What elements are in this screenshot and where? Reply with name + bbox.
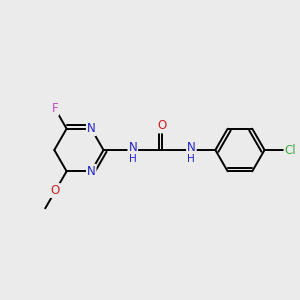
Text: H: H — [188, 154, 195, 164]
Text: N: N — [187, 141, 196, 154]
Text: O: O — [158, 119, 167, 133]
Text: Cl: Cl — [284, 143, 296, 157]
Text: N: N — [128, 141, 137, 154]
Text: N: N — [87, 165, 96, 178]
Text: O: O — [51, 184, 60, 197]
Text: F: F — [52, 102, 58, 115]
Text: H: H — [129, 154, 137, 164]
Text: N: N — [87, 122, 96, 135]
